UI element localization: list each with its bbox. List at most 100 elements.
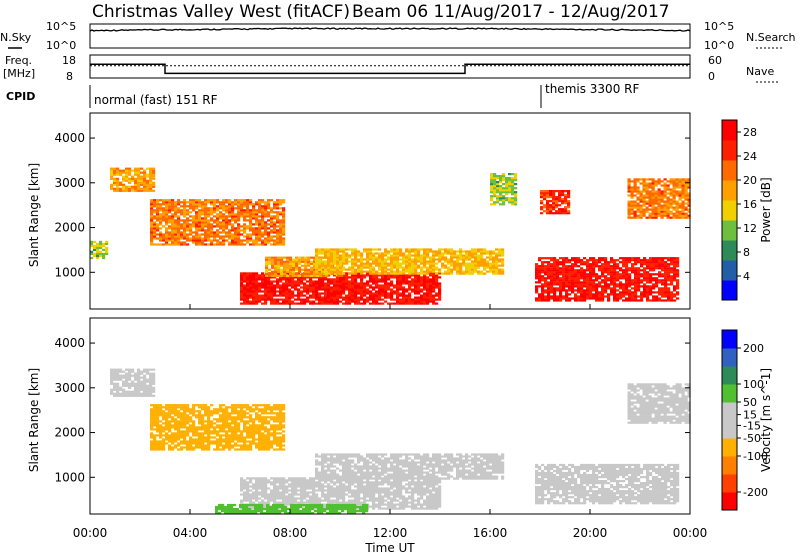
- heat-cell: [315, 268, 319, 271]
- heat-cell: [661, 299, 665, 302]
- heat-cell: [562, 257, 566, 260]
- heat-cell: [423, 302, 427, 305]
- heat-cell: [152, 189, 156, 192]
- heat-cell: [274, 270, 278, 273]
- heat-cell: [675, 180, 679, 183]
- heat-cell: [186, 420, 190, 423]
- heat-cell: [192, 221, 196, 224]
- heat-cell: [459, 258, 463, 261]
- heat-cell: [381, 294, 385, 297]
- heat-cell: [270, 229, 274, 232]
- heat-cell: [252, 233, 256, 236]
- heat-cell: [113, 181, 117, 184]
- heat-cell: [134, 390, 138, 393]
- heat-cell: [607, 285, 611, 288]
- heat-cell: [213, 426, 217, 429]
- heat-cell: [627, 214, 631, 217]
- heat-cell: [366, 290, 370, 293]
- heat-cell: [447, 270, 451, 273]
- heat-cell: [186, 209, 190, 212]
- heat-cell: [246, 278, 250, 281]
- heat-cell: [246, 276, 250, 279]
- heat-cell: [493, 173, 497, 176]
- heat-cell: [330, 288, 334, 291]
- heat-cell: [279, 227, 283, 230]
- heat-cell: [601, 293, 605, 296]
- heat-cell: [471, 250, 475, 253]
- heat-cell: [198, 442, 202, 445]
- heat-cell: [204, 207, 208, 210]
- heat-cell: [477, 264, 481, 267]
- heat-cell: [177, 414, 181, 417]
- heat-cell: [159, 432, 163, 435]
- heat-cell: [336, 296, 340, 299]
- heat-cell: [168, 227, 172, 230]
- heat-cell: [255, 276, 259, 279]
- heat-cell: [298, 260, 302, 263]
- heat-cell: [378, 284, 382, 287]
- heat-cell: [357, 300, 361, 303]
- heat-cell: [499, 191, 503, 194]
- heat-cell: [342, 256, 346, 259]
- heat-cell: [493, 177, 497, 180]
- heat-cell: [237, 209, 241, 212]
- heat-cell: [634, 263, 638, 266]
- heat-cell: [324, 278, 328, 281]
- heat-cell: [553, 277, 557, 280]
- heat-cell: [189, 446, 193, 449]
- heat-cell: [544, 267, 548, 270]
- heat-cell: [616, 259, 620, 262]
- heat-cell: [204, 440, 208, 443]
- heat-cell: [399, 262, 403, 265]
- heat-cell: [207, 243, 211, 246]
- heat-cell: [561, 202, 565, 205]
- heat-cell: [550, 297, 554, 300]
- heat-cell: [345, 286, 349, 289]
- heat-cell: [183, 237, 187, 240]
- heat-cell: [153, 448, 157, 451]
- heat-cell: [273, 292, 277, 295]
- heat-cell: [315, 258, 319, 261]
- heat-cell: [423, 282, 427, 285]
- heat-cell: [304, 262, 308, 265]
- heat-cell: [553, 265, 557, 268]
- heat-cell: [119, 189, 123, 192]
- heat-cell: [474, 264, 478, 267]
- heat-cell: [589, 273, 593, 276]
- heat-cell: [657, 212, 661, 215]
- heat-cell: [586, 273, 590, 276]
- heat-cell: [150, 237, 154, 240]
- heat-cell: [610, 283, 614, 286]
- heat-cell: [480, 258, 484, 261]
- heat-cell: [571, 267, 575, 270]
- heat-cell: [252, 231, 256, 234]
- heat-cell: [625, 283, 629, 286]
- heat-cell: [222, 199, 226, 202]
- heat-cell: [646, 265, 650, 268]
- heat-cell: [252, 239, 256, 242]
- heat-cell: [276, 211, 280, 214]
- heat-cell: [93, 246, 97, 249]
- heat-cell: [122, 177, 126, 180]
- heat-cell: [219, 416, 223, 419]
- heat-cell: [321, 262, 325, 265]
- heat-cell: [342, 272, 346, 275]
- heat-cell: [153, 410, 157, 413]
- heat-cell: [345, 268, 349, 271]
- heat-cell: [559, 263, 563, 266]
- heat-cell: [342, 254, 346, 257]
- heat-cell: [327, 286, 331, 289]
- heat-cell: [456, 266, 460, 269]
- heat-cell: [345, 252, 349, 255]
- heat-cell: [357, 282, 361, 285]
- heat-cell: [687, 196, 691, 199]
- heat-cell: [307, 274, 311, 277]
- heat-cell: [318, 252, 322, 255]
- heat-cell: [354, 264, 358, 267]
- heat-cell: [96, 252, 100, 255]
- heat-cell: [556, 279, 560, 282]
- heat-cell: [131, 175, 135, 178]
- heat-cell: [150, 207, 154, 210]
- heat-cell: [162, 406, 166, 409]
- heat-cell: [333, 260, 337, 263]
